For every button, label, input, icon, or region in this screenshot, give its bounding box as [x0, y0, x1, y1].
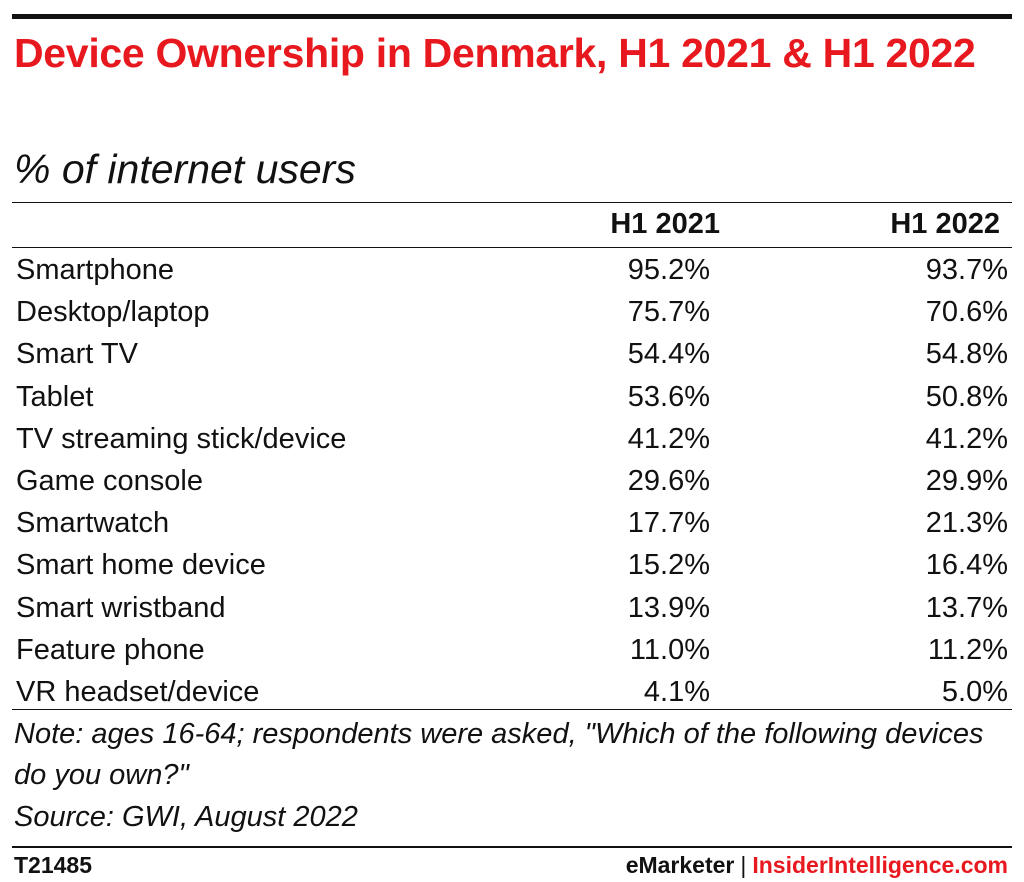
chart-id: T21485 — [14, 852, 93, 878]
cell-h1-2021: 75.7% — [627, 296, 710, 329]
cell-h1-2022: 21.3% — [925, 507, 1008, 540]
chart-title: Device Ownership in Denmark, H1 2021 & H… — [14, 30, 976, 76]
table-body: Smartphone 95.2% 93.7% Desktop/laptop 75.7% 7… — [0, 248, 1024, 712]
cell-h1-2021: 11.0% — [629, 633, 710, 666]
row-label: Game console — [16, 464, 203, 497]
row-label: Smart TV — [16, 338, 138, 371]
row-label: TV streaming stick/device — [16, 422, 347, 455]
cell-h1-2021: 4.1% — [643, 675, 710, 708]
row-label: Smartphone — [16, 254, 174, 286]
cell-h1-2022: 50.8% — [925, 380, 1008, 413]
cell-h1-2022: 11.2% — [927, 633, 1008, 666]
table-row: Desktop/laptop 75.7% 70.6% — [0, 290, 1024, 332]
table-row: Smart TV 54.4% 54.8% — [0, 332, 1024, 374]
cell-h1-2022: 93.7% — [925, 254, 1008, 286]
cell-h1-2021: 15.2% — [627, 549, 710, 582]
row-label: Smartwatch — [16, 507, 170, 540]
row-label: Desktop/laptop — [16, 296, 210, 329]
table-row: Smart home device 15.2% 16.4% — [0, 543, 1024, 585]
table-row: Smartphone 95.2% 93.7% — [0, 248, 1024, 290]
cell-h1-2022: 70.6% — [925, 296, 1008, 329]
source-text: Source: GWI, August 2022 — [14, 801, 358, 833]
cell-h1-2022: 13.7% — [925, 591, 1008, 624]
table-row: Smartwatch 17.7% 21.3% — [0, 501, 1024, 543]
table-row: Tablet 53.6% 50.8% — [0, 375, 1024, 417]
cell-h1-2022: 16.4% — [925, 549, 1008, 582]
row-label: Smart home device — [16, 549, 266, 582]
cell-h1-2021: 17.7% — [627, 507, 710, 540]
top-rule — [12, 14, 1012, 19]
header-bottom-rule — [12, 247, 1012, 248]
row-label: VR headset/device — [16, 675, 260, 708]
column-header-h1-2021: H1 2021 — [610, 208, 720, 240]
brand-separator: | — [740, 852, 747, 878]
cell-h1-2021: 41.2% — [627, 422, 710, 455]
row-label: Smart wristband — [16, 591, 226, 624]
footer-rule — [12, 846, 1012, 848]
table-row: Game console 29.6% 29.9% — [0, 459, 1024, 501]
footer-brand: eMarketer | InsiderIntelligence.com — [626, 851, 1008, 879]
chart-subtitle: % of internet users — [14, 146, 356, 192]
cell-h1-2022: 41.2% — [925, 422, 1008, 455]
table-row: TV streaming stick/device 41.2% 41.2% — [0, 417, 1024, 459]
table-row: VR headset/device 4.1% 5.0% — [0, 670, 1024, 712]
cell-h1-2022: 29.9% — [925, 464, 1008, 497]
cell-h1-2022: 54.8% — [925, 338, 1008, 371]
column-header-h1-2022: H1 2022 — [890, 208, 1000, 240]
header-top-rule — [12, 202, 1012, 203]
cell-h1-2022: 5.0% — [941, 675, 1008, 708]
brand-insider-intelligence: InsiderIntelligence.com — [752, 852, 1008, 878]
brand-emarketer: eMarketer — [625, 852, 735, 878]
table-row: Feature phone 11.0% 11.2% — [0, 628, 1024, 670]
cell-h1-2021: 29.6% — [627, 464, 710, 497]
cell-h1-2021: 53.6% — [627, 380, 710, 413]
row-label: Tablet — [16, 380, 94, 413]
table-bottom-rule — [12, 709, 1012, 710]
cell-h1-2021: 13.9% — [627, 591, 710, 624]
note-text: Note: ages 16-64; respondents were asked… — [14, 718, 984, 791]
row-label: Feature phone — [16, 633, 205, 666]
table-row: Smart wristband 13.9% 13.7% — [0, 586, 1024, 628]
cell-h1-2021: 95.2% — [627, 254, 710, 286]
cell-h1-2021: 54.4% — [627, 338, 710, 371]
